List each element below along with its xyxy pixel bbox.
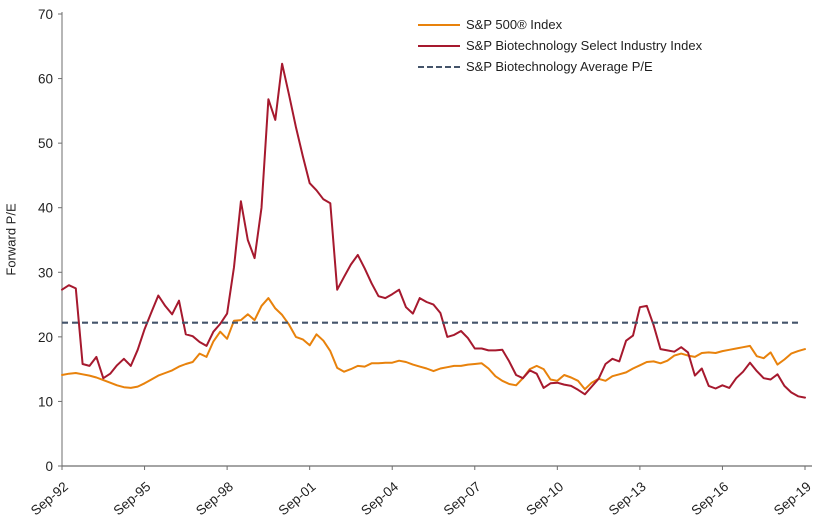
legend-label-sp500: S&P 500® Index — [466, 17, 563, 32]
y-tick-label: 50 — [38, 136, 53, 151]
x-tick-label: Sep-98 — [193, 479, 236, 518]
y-tick-label: 20 — [38, 330, 53, 345]
y-tick-label: 60 — [38, 72, 53, 87]
y-tick-label: 0 — [45, 459, 53, 474]
legend-item-sp500: S&P 500® Index — [418, 17, 702, 33]
chart-legend: S&P 500® Index S&P Biotechnology Select … — [418, 17, 702, 75]
x-tick-label: Sep-19 — [771, 479, 814, 518]
biotech-line-swatch — [418, 45, 460, 47]
y-tick-label: 10 — [38, 394, 53, 409]
biotech-index-line — [61, 62, 806, 399]
x-tick-label: Sep-07 — [441, 479, 484, 518]
legend-label-average: S&P Biotechnology Average P/E — [466, 59, 653, 74]
x-tick-label: Sep-10 — [523, 479, 566, 518]
sp500-index-line — [61, 297, 806, 391]
average-dashed-swatch — [418, 66, 460, 68]
legend-item-average: S&P Biotechnology Average P/E — [418, 59, 702, 75]
y-tick-label: 70 — [38, 7, 53, 22]
y-tick-label: 30 — [38, 265, 53, 280]
x-tick-label: Sep-13 — [606, 479, 649, 518]
x-tick-label: Sep-92 — [28, 479, 71, 518]
sp500-line-swatch — [418, 24, 460, 26]
y-axis-title: Forward P/E — [3, 203, 19, 276]
y-tick-label: 40 — [38, 201, 53, 216]
x-tick-label: Sep-95 — [110, 479, 153, 518]
legend-label-biotech: S&P Biotechnology Select Industry Index — [466, 38, 703, 53]
x-tick-label: Sep-04 — [358, 479, 401, 519]
legend-item-biotech: S&P Biotechnology Select Industry Index — [418, 38, 702, 54]
x-tick-label: Sep-16 — [688, 479, 731, 518]
x-tick-label: Sep-01 — [276, 479, 319, 518]
